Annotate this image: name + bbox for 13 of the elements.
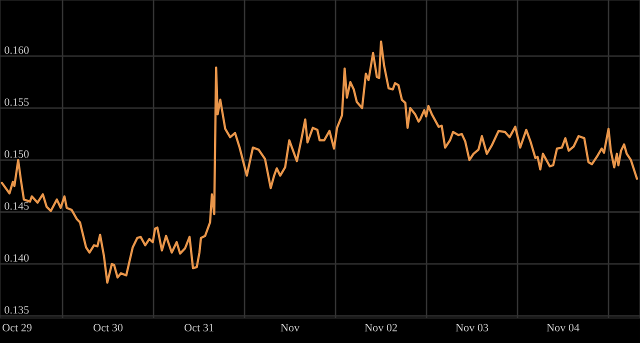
y-tick-label: 0.135 — [4, 306, 29, 314]
x-tick-label: Oct 30 — [94, 324, 123, 332]
y-tick-label: 0.150 — [4, 150, 29, 158]
x-tick-label: Nov 04 — [546, 324, 580, 332]
x-tick-label: Nov — [280, 324, 300, 332]
y-tick-label: 0.145 — [4, 202, 29, 210]
y-tick-label: 0.140 — [4, 254, 29, 262]
y-tick-label: 0.155 — [4, 98, 29, 106]
x-tick-label: Nov 02 — [364, 324, 397, 332]
y-tick-label: 0.160 — [4, 46, 29, 54]
x-tick-label: Oct 29 — [2, 324, 32, 332]
x-tick-label: Oct 31 — [184, 324, 214, 332]
x-tick-label: Nov 03 — [456, 324, 488, 332]
